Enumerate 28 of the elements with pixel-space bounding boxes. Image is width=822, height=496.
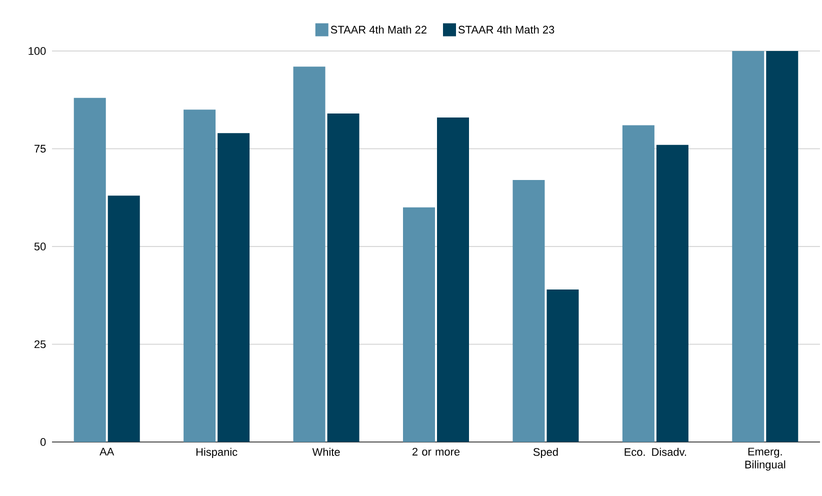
bar bbox=[546, 290, 579, 442]
bar bbox=[108, 196, 140, 442]
bar bbox=[218, 133, 250, 442]
y-tick-label: 100 bbox=[28, 47, 46, 55]
bar bbox=[656, 144, 688, 442]
x-tick-label: 2 or more bbox=[412, 448, 460, 456]
bar bbox=[184, 110, 216, 442]
y-tick-label: 25 bbox=[34, 340, 46, 348]
bar bbox=[622, 125, 654, 442]
bar bbox=[437, 117, 469, 442]
y-tick-label: 0 bbox=[40, 438, 46, 446]
x-tick-label: Hispanic bbox=[196, 448, 238, 458]
bar bbox=[327, 114, 360, 442]
bar bbox=[766, 50, 798, 442]
x-tick-label: Emerg. Bilingual bbox=[745, 448, 786, 471]
legend-label: STAAR 4th Math 22 bbox=[330, 26, 426, 34]
bar bbox=[732, 50, 764, 442]
x-tick-label: Sped bbox=[533, 448, 558, 458]
y-tick-label: 50 bbox=[34, 242, 46, 250]
x-tick-label: Eco. Disadv. bbox=[624, 448, 686, 456]
bar bbox=[403, 207, 435, 442]
y-tick-label: 75 bbox=[34, 144, 46, 153]
bar bbox=[512, 180, 545, 442]
x-tick-label: AA bbox=[100, 448, 114, 456]
bar bbox=[74, 98, 106, 442]
legend-label: STAAR 4th Math 23 bbox=[458, 26, 554, 34]
x-tick-label: White bbox=[312, 448, 340, 456]
bar bbox=[293, 66, 326, 442]
